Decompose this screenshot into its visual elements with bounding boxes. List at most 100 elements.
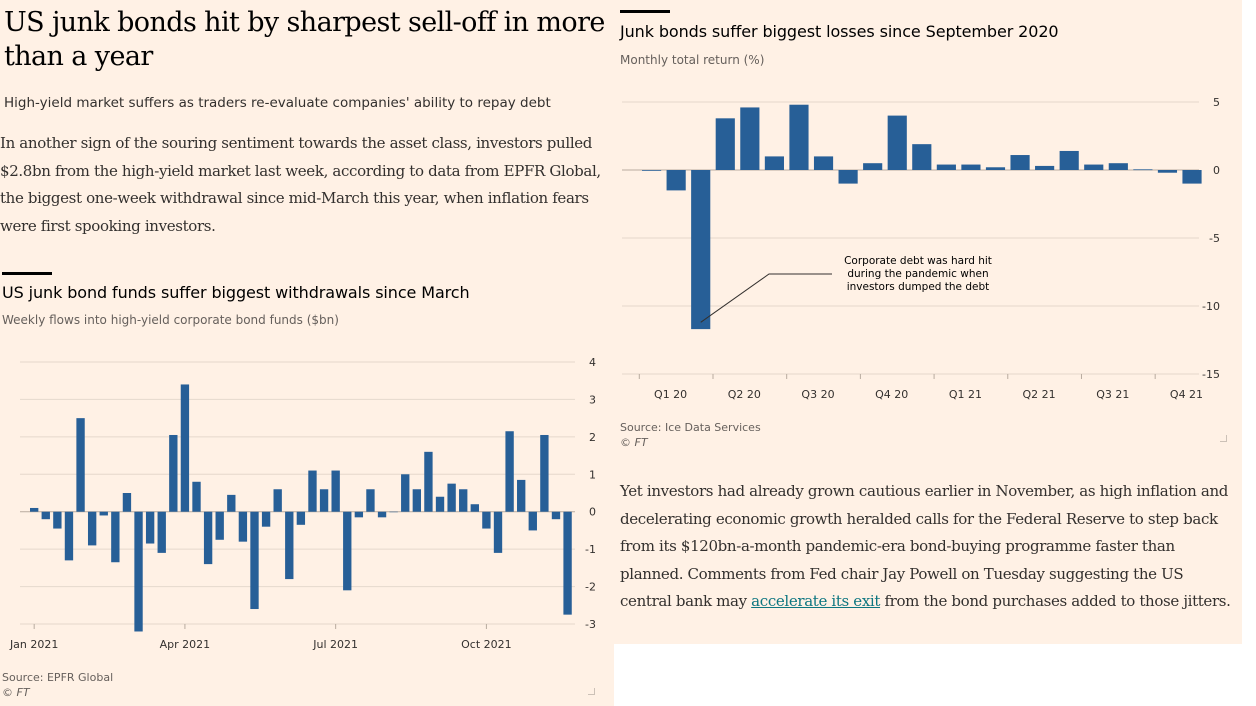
chart2-bar bbox=[1059, 150, 1079, 170]
chart1-bar bbox=[366, 489, 375, 512]
chart1-bar bbox=[53, 511, 62, 529]
chart1-bar bbox=[563, 511, 572, 615]
chart2-credit: © FT bbox=[620, 436, 648, 449]
chart2-x-tick-label: Q1 21 bbox=[949, 388, 982, 401]
article-paragraph-2: Yet investors had already grown cautious… bbox=[620, 478, 1238, 616]
paragraph-2-text: Yet investors had already grown cautious… bbox=[620, 482, 1229, 610]
chart2-bar bbox=[1182, 170, 1202, 184]
chart1-bar bbox=[482, 511, 491, 529]
chart1-bar bbox=[145, 511, 155, 544]
chart2-bar bbox=[813, 156, 834, 170]
chart1-y-tick-label: 4 bbox=[589, 356, 596, 369]
page-headline: US junk bonds hit by sharpest sell-off i… bbox=[4, 7, 605, 72]
chart2-x-tick-label: Q4 21 bbox=[1170, 388, 1203, 401]
chart2-annotation-line: during the pandemic when bbox=[847, 268, 988, 280]
chart1-title: US junk bond funds suffer biggest withdr… bbox=[2, 283, 470, 302]
chart2-y-tick-label: -15 bbox=[1202, 368, 1220, 381]
chart1-bar bbox=[331, 470, 340, 512]
accelerate-exit-link[interactable]: accelerate its exit bbox=[751, 592, 881, 610]
standfirst: High-yield market suffers as traders re-… bbox=[4, 95, 551, 111]
paragraph-2-tail: from the bond purchases added to those j… bbox=[880, 592, 1231, 610]
chart1-title-rule bbox=[2, 272, 52, 275]
chart1-bar bbox=[41, 511, 50, 520]
chart1-y-tick-label: 3 bbox=[589, 393, 596, 406]
chart2-bar bbox=[1157, 170, 1178, 173]
chart1-credit: © FT bbox=[2, 686, 30, 699]
chart2-bar bbox=[764, 156, 784, 170]
chart2-bar bbox=[642, 170, 662, 171]
chart2-y-tick-label: 5 bbox=[1213, 96, 1220, 109]
chart1-bar bbox=[76, 418, 85, 512]
chart1-bar bbox=[30, 507, 39, 512]
chart1-resize-handle bbox=[588, 688, 595, 695]
chart1-subtitle: Weekly flows into high-yield corporate b… bbox=[2, 313, 339, 327]
chart1-y-tick-label: 0 bbox=[589, 506, 596, 519]
chart2-annotation-line: Corporate debt was hard hit bbox=[844, 255, 992, 267]
chart1-bar bbox=[169, 434, 178, 512]
monthly-return-chart: 5 0 -5 -10 -15 Q1 20 Q2 20 Q3 20 Q4 20 Q1 21 Q2 21… bbox=[622, 96, 1220, 401]
chart2-x-tick-label: Q1 20 bbox=[654, 388, 687, 401]
chart2-bar bbox=[666, 170, 686, 191]
chart2-bar bbox=[985, 167, 1006, 170]
chart1-bar bbox=[551, 511, 561, 520]
chart2-annotation-leader bbox=[700, 273, 832, 323]
chart1-bar bbox=[540, 434, 549, 512]
chart1-bar bbox=[296, 511, 306, 525]
chart1-bar bbox=[285, 511, 294, 580]
left-article-panel: US junk bonds hit by sharpest sell-off i… bbox=[0, 0, 614, 706]
chart1-bar bbox=[273, 489, 282, 512]
chart1-bar bbox=[192, 481, 201, 512]
chart1-bar bbox=[528, 511, 537, 531]
chart2-bar bbox=[1035, 165, 1055, 170]
chart1-x-tick-label: Apr 2021 bbox=[160, 638, 211, 651]
chart2-x-tick-label: Q3 21 bbox=[1096, 388, 1129, 401]
chart2-bar bbox=[1133, 169, 1153, 171]
chart1-bar bbox=[435, 496, 445, 512]
chart2-y-tick-label: 0 bbox=[1213, 164, 1220, 177]
chart2-bar bbox=[838, 170, 858, 184]
chart1-bar bbox=[261, 511, 271, 527]
chart1-y-tick-label: 2 bbox=[589, 431, 596, 444]
chart1-bar bbox=[447, 483, 456, 512]
chart1-bar bbox=[203, 511, 213, 565]
chart2-x-tick-label: Q2 20 bbox=[728, 388, 761, 401]
chart1-y-tick-label: -2 bbox=[585, 581, 596, 594]
chart2-bar bbox=[961, 164, 981, 170]
chart1-source: Source: EPFR Global bbox=[2, 671, 114, 684]
chart2-x-tick-label: Q2 21 bbox=[1023, 388, 1056, 401]
chart1-x-tick-label: Oct 2021 bbox=[461, 638, 512, 651]
chart1-bar bbox=[459, 489, 468, 512]
chart2-resize-handle bbox=[1220, 435, 1227, 442]
chart1-y-tick-label: -1 bbox=[585, 543, 596, 556]
chart1-bar bbox=[157, 511, 166, 553]
chart1-bar bbox=[238, 511, 248, 542]
chart1-y-tick-label: 1 bbox=[589, 468, 596, 481]
chart1-bar bbox=[180, 384, 190, 512]
chart2-annotation-line: investors dumped the debt bbox=[847, 281, 990, 293]
chart2-subtitle: Monthly total return (%) bbox=[620, 53, 765, 67]
chart1-bar bbox=[122, 493, 132, 512]
chart2-x-tick-label: Q4 20 bbox=[875, 388, 908, 401]
chart2-y-tick-label: -5 bbox=[1209, 232, 1220, 245]
chart2-bar bbox=[691, 170, 711, 330]
chart2-bar bbox=[863, 163, 883, 170]
chart1-bar bbox=[424, 451, 433, 512]
chart1-bar bbox=[470, 504, 479, 512]
chart1-bar bbox=[99, 511, 108, 516]
chart1-bar bbox=[87, 511, 97, 546]
chart2-bar bbox=[936, 164, 956, 170]
chart2-title: Junk bonds suffer biggest losses since S… bbox=[620, 22, 1059, 41]
chart1-x-tick-label: Jul 2021 bbox=[312, 638, 358, 651]
chart1-bar bbox=[517, 479, 526, 512]
chart2-bar bbox=[912, 144, 932, 170]
chart1-bar bbox=[377, 511, 387, 518]
chart1-bar bbox=[412, 489, 422, 512]
chart1-x-tick-label: Jan 2021 bbox=[9, 638, 58, 651]
chart1-bar bbox=[389, 511, 398, 513]
chart2-bar bbox=[740, 107, 760, 170]
chart2-title-rule bbox=[620, 10, 670, 13]
chart2-y-tick-label: -10 bbox=[1202, 300, 1220, 313]
chart1-bar bbox=[64, 511, 74, 561]
article-paragraph-1: In another sign of the souring sentiment… bbox=[0, 130, 610, 240]
chart2-bar bbox=[1108, 163, 1128, 170]
